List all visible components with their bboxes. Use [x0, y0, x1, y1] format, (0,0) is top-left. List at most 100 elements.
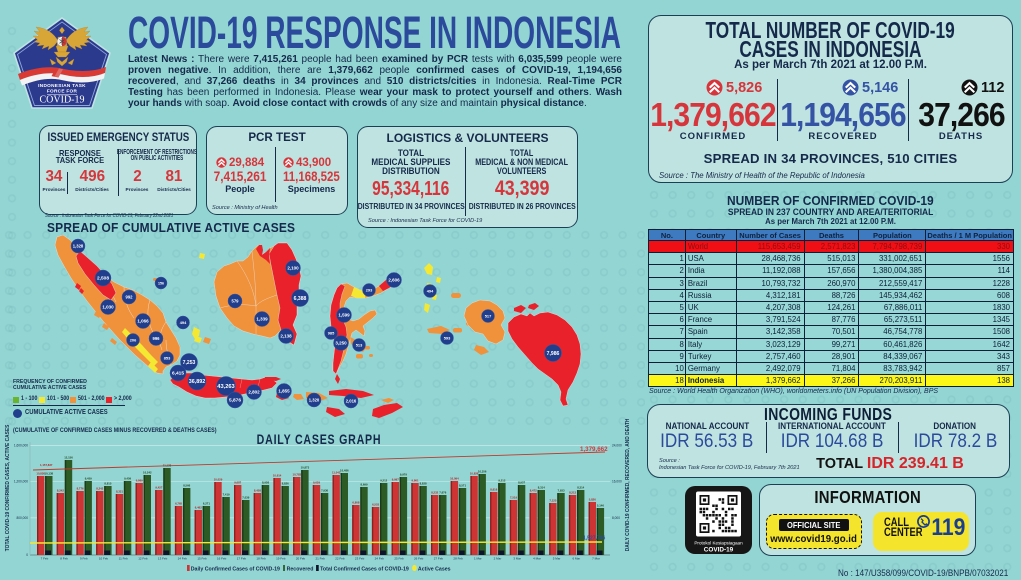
svg-text:3 Mar: 3 Mar	[513, 557, 521, 561]
svg-text:10,356: 10,356	[478, 470, 487, 474]
svg-text:8,699: 8,699	[361, 483, 368, 487]
svg-text:3,250: 3,250	[335, 341, 347, 346]
svg-text:1,855: 1,855	[278, 389, 290, 394]
svg-text:5,146: 5,146	[597, 504, 604, 508]
svg-text:8 Feb: 8 Feb	[60, 557, 68, 561]
svg-text:1,599: 1,599	[338, 313, 350, 318]
svg-text:15 Feb: 15 Feb	[197, 557, 207, 561]
svg-text:16,000: 16,000	[612, 480, 622, 484]
svg-text:0: 0	[26, 553, 28, 557]
svg-text:9,459: 9,459	[85, 477, 92, 481]
svg-text:9,687: 9,687	[234, 481, 241, 485]
svg-text:12 Feb: 12 Feb	[138, 557, 148, 561]
svg-text:593: 593	[444, 335, 451, 340]
svg-text:8,314: 8,314	[538, 486, 545, 490]
svg-text:7,933: 7,933	[558, 489, 565, 493]
svg-text:8,314: 8,314	[577, 486, 584, 490]
svg-text:1 Mar: 1 Mar	[474, 557, 482, 561]
svg-text:11 Feb: 11 Feb	[119, 557, 128, 561]
svg-text:28 Feb: 28 Feb	[453, 557, 463, 561]
svg-text:513: 513	[356, 342, 363, 347]
svg-text:24,000: 24,000	[612, 444, 622, 448]
svg-text:8,232: 8,232	[431, 491, 438, 495]
svg-text:7,419: 7,419	[223, 493, 230, 497]
svg-text:494: 494	[180, 320, 187, 325]
svg-text:8,458: 8,458	[254, 489, 261, 493]
svg-text:22 Feb: 22 Feb	[335, 557, 345, 561]
svg-text:8,566: 8,566	[183, 484, 190, 488]
svg-text:10,826: 10,826	[36, 472, 45, 476]
svg-text:36,892: 36,892	[189, 379, 206, 385]
svg-text:494: 494	[427, 288, 434, 293]
svg-text:9,427: 9,427	[155, 486, 162, 490]
svg-text:1,066: 1,066	[137, 319, 149, 324]
svg-text:6,765: 6,765	[175, 502, 182, 506]
svg-text:8,213: 8,213	[569, 491, 576, 495]
svg-text:8,000: 8,000	[612, 516, 620, 520]
svg-text:800,000: 800,000	[16, 516, 28, 520]
svg-text:9,459: 9,459	[124, 477, 131, 481]
svg-text:5,876: 5,876	[229, 398, 241, 404]
svg-text:6,553: 6,553	[372, 503, 379, 507]
svg-text:8,242: 8,242	[57, 489, 64, 493]
svg-text:18 Feb: 18 Feb	[256, 557, 266, 561]
svg-text:16 Feb: 16 Feb	[217, 557, 227, 561]
svg-text:10 Feb: 10 Feb	[99, 557, 109, 561]
svg-text:13 Feb: 13 Feb	[158, 557, 168, 561]
svg-text:9,629: 9,629	[313, 481, 320, 485]
svg-text:1,157,837: 1,157,837	[40, 463, 53, 467]
svg-text:11,042: 11,042	[332, 471, 341, 475]
svg-text:10,029: 10,029	[214, 478, 223, 482]
svg-text:8,826: 8,826	[282, 482, 289, 486]
svg-text:27 Feb: 27 Feb	[434, 557, 444, 561]
svg-text:8,815: 8,815	[104, 482, 111, 486]
svg-text:8,958: 8,958	[262, 481, 269, 485]
svg-text:1,200,000: 1,200,000	[14, 480, 28, 484]
svg-text:7 Mar: 7 Mar	[592, 557, 600, 561]
svg-text:8,957: 8,957	[518, 481, 525, 485]
svg-text:2 Mar: 2 Mar	[494, 557, 502, 561]
svg-text:12,156: 12,156	[64, 456, 73, 460]
svg-text:14 Feb: 14 Feb	[178, 557, 188, 561]
svg-text:1,527,746: 1,527,746	[583, 536, 605, 542]
svg-text:206: 206	[130, 337, 137, 342]
svg-text:COVID-19: COVID-19	[704, 547, 734, 554]
svg-text:7,039: 7,039	[242, 496, 249, 500]
svg-text:1,328: 1,328	[73, 244, 84, 249]
svg-text:2,138: 2,138	[280, 334, 292, 339]
svg-text:INDONESIAN TASK: INDONESIAN TASK	[38, 83, 86, 88]
svg-text:8,776: 8,776	[77, 487, 84, 491]
svg-text:10,783: 10,783	[293, 473, 302, 477]
svg-text:9,861: 9,861	[412, 479, 419, 483]
svg-text:8,472: 8,472	[530, 489, 537, 493]
svg-text:6,462: 6,462	[195, 506, 202, 510]
svg-text:20 Feb: 20 Feb	[296, 557, 306, 561]
svg-text:2,606: 2,606	[388, 278, 400, 283]
svg-text:7,676: 7,676	[439, 491, 446, 495]
svg-text:1,030: 1,030	[102, 305, 114, 310]
svg-text:293: 293	[366, 287, 373, 292]
svg-text:8,616: 8,616	[490, 488, 497, 492]
svg-text:10,094: 10,094	[450, 477, 459, 481]
svg-text:8,242: 8,242	[96, 487, 103, 491]
svg-text:8,571: 8,571	[459, 484, 466, 488]
svg-text:1,379,662: 1,379,662	[580, 446, 608, 453]
svg-text:6,271: 6,271	[203, 502, 210, 506]
svg-text:10,826: 10,826	[470, 472, 479, 476]
svg-text:Protokol Kesiapsiagaan: Protokol Kesiapsiagaan	[694, 541, 743, 546]
svg-text:24 Feb: 24 Feb	[375, 557, 385, 561]
svg-text:4 Mar: 4 Mar	[533, 557, 541, 561]
svg-text:7,986: 7,986	[547, 351, 560, 357]
svg-text:9 Feb: 9 Feb	[80, 557, 88, 561]
svg-text:992: 992	[126, 295, 134, 300]
svg-text:853: 853	[164, 355, 171, 360]
svg-text:9,979: 9,979	[400, 473, 407, 477]
svg-text:5 Mar: 5 Mar	[553, 557, 561, 561]
svg-text:9,997: 9,997	[392, 478, 399, 482]
svg-text:9,212: 9,212	[380, 479, 387, 483]
svg-text:6 Mar: 6 Mar	[572, 557, 580, 561]
svg-text:579: 579	[232, 299, 240, 304]
svg-text:156: 156	[158, 281, 164, 285]
svg-text:7,253: 7,253	[183, 360, 196, 366]
svg-text:7,519: 7,519	[510, 496, 517, 500]
